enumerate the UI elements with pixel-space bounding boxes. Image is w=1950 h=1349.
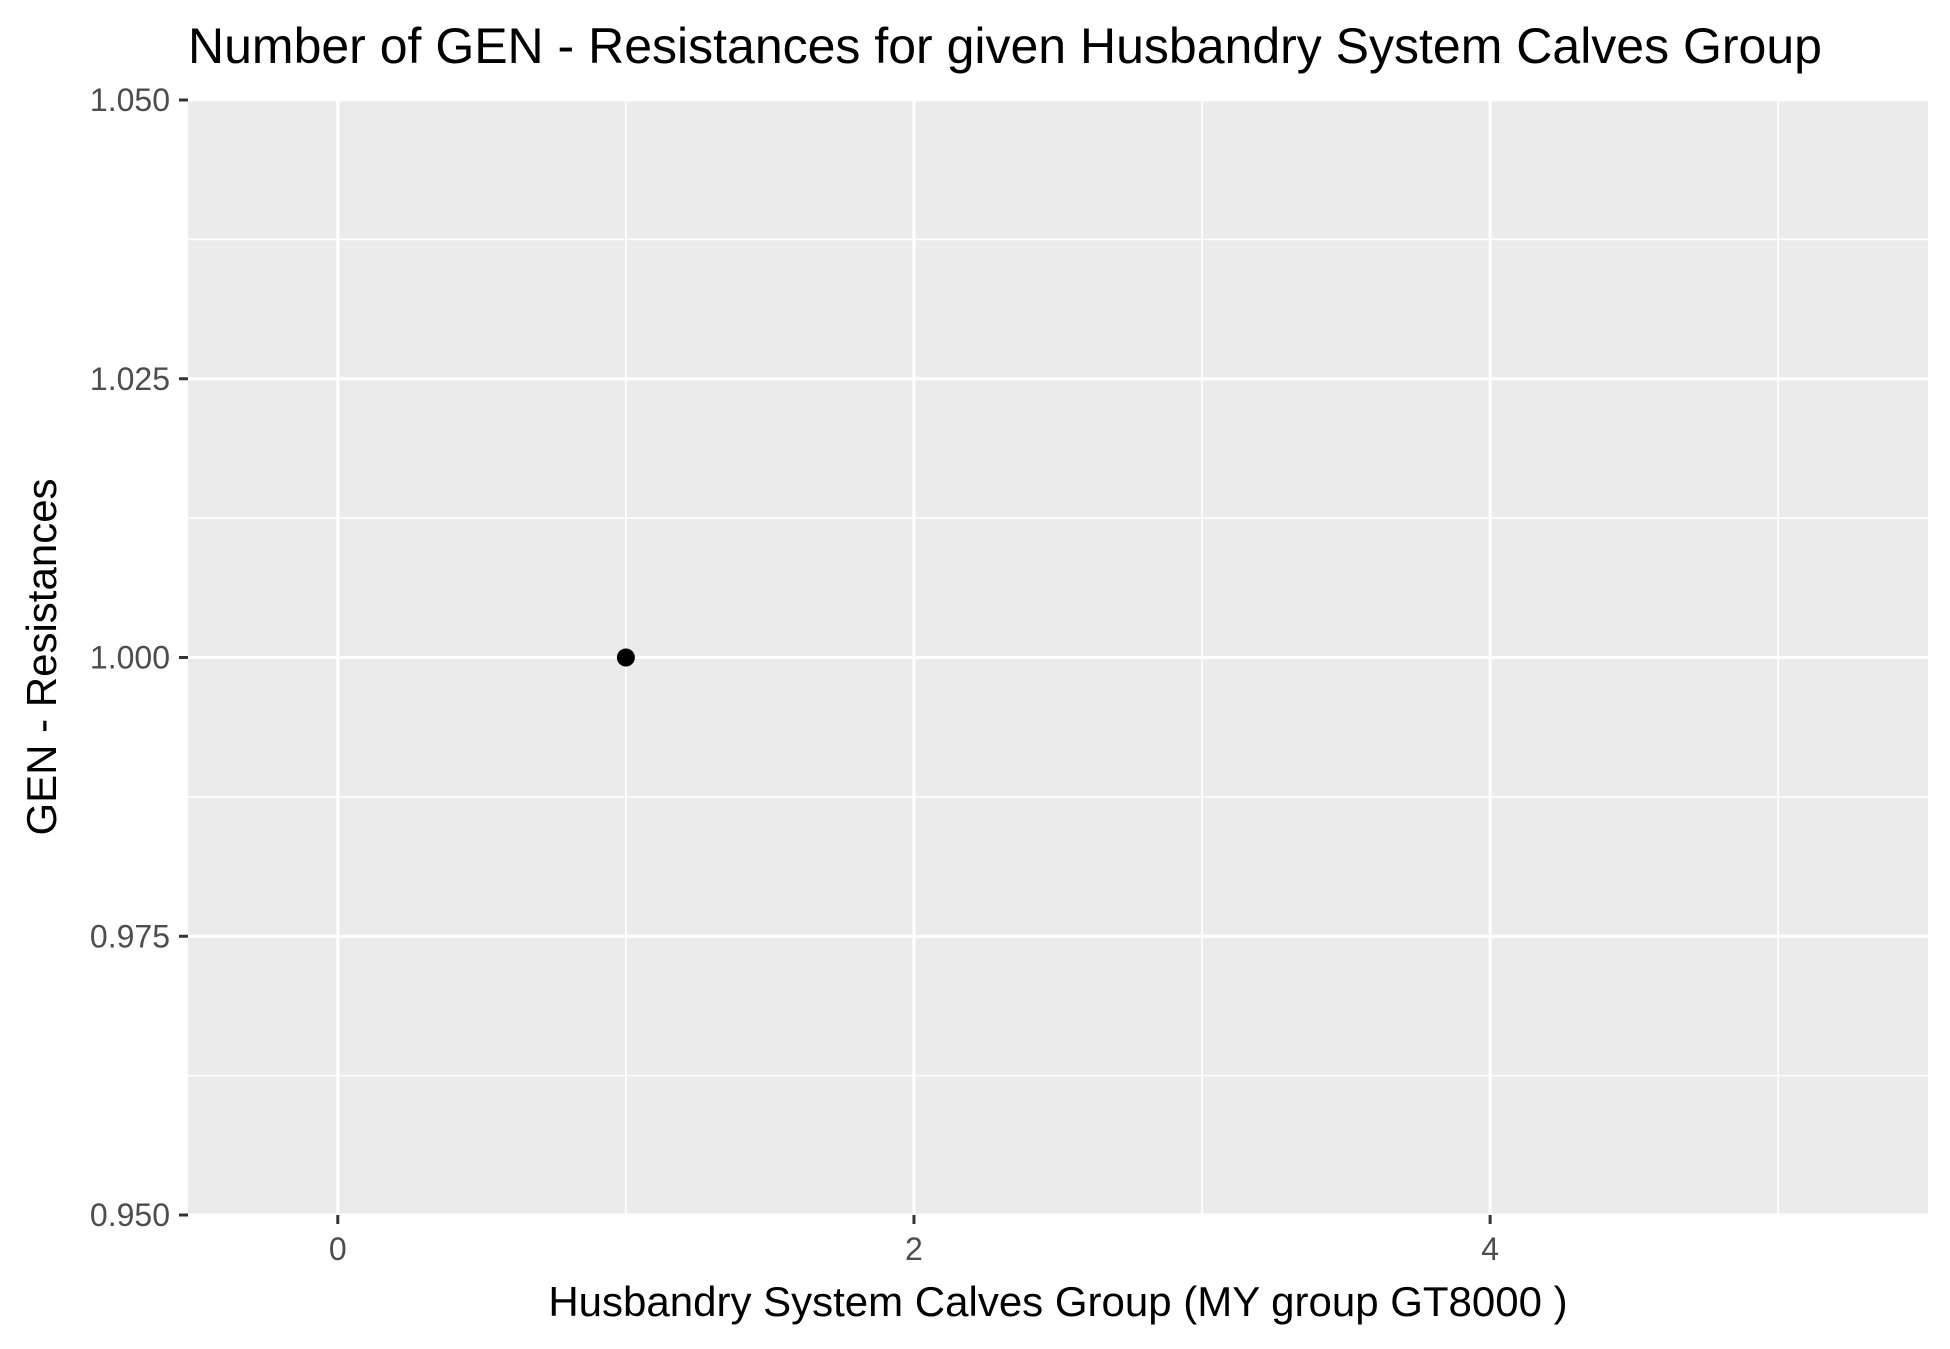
chart-title: Number of GEN - Resistances for given Hu… — [188, 18, 1822, 74]
data-point — [616, 648, 635, 667]
y-axis: 0.950 0.975 1.000 1.025 1.050 — [90, 82, 188, 1233]
y-tick-label: 1.025 — [90, 361, 170, 397]
x-tick-label: 4 — [1481, 1231, 1499, 1267]
y-tick-label: 1.050 — [90, 82, 170, 118]
x-axis: 0 2 4 — [329, 1215, 1499, 1267]
y-tick-label: 0.975 — [90, 918, 170, 954]
x-tick-label: 0 — [329, 1231, 347, 1267]
x-axis-title: Husbandry System Calves Group (MY group … — [548, 1278, 1567, 1325]
y-tick-label: 0.950 — [90, 1197, 170, 1233]
y-axis-title: GEN - Resistances — [18, 478, 65, 835]
x-tick-label: 2 — [905, 1231, 923, 1267]
y-tick-label: 1.000 — [90, 640, 170, 676]
data-points — [616, 648, 635, 667]
major-gridlines — [188, 98, 1928, 1217]
